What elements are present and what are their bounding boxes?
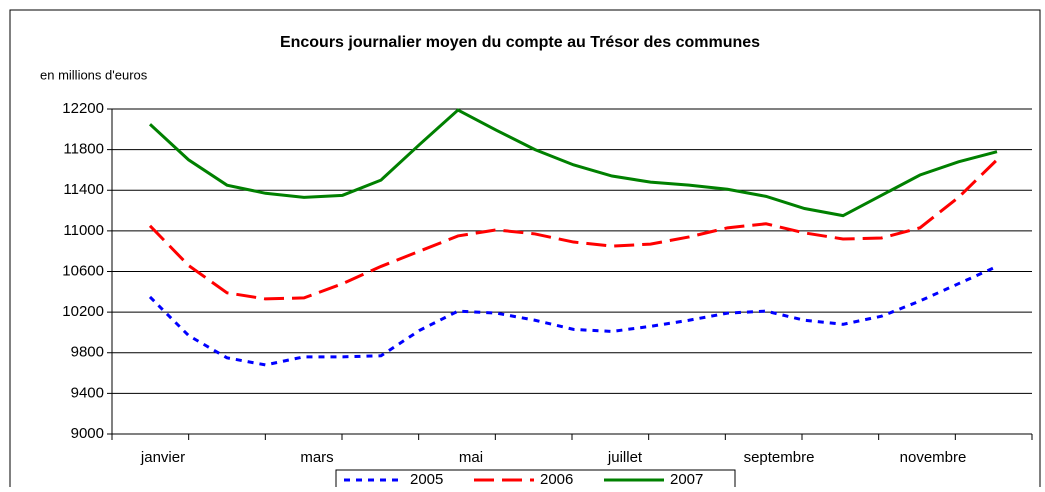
y-tick-label: 12200: [62, 100, 104, 117]
y-tick-label: 10600: [62, 262, 104, 279]
line-series: [148, 265, 998, 367]
y-tick-label: 11000: [63, 222, 104, 239]
x-tick-label: janvier: [140, 449, 185, 466]
legend-label: 2006: [540, 471, 573, 487]
y-tick-label: 10200: [62, 303, 104, 320]
x-tick-label: juillet: [607, 449, 643, 466]
y-tick-label: 9800: [71, 344, 104, 361]
y-tick-label: 9000: [71, 425, 104, 442]
line-series: [148, 158, 999, 301]
x-tick-label: novembre: [900, 449, 967, 466]
chart-frame: [9, 9, 1041, 492]
x-tick-label: mai: [459, 449, 483, 466]
y-tick-label: 9400: [71, 384, 104, 401]
y-tick-label: 11400: [63, 181, 104, 198]
line-series: [148, 108, 998, 218]
y-axis-label: en millions d'euros: [40, 67, 148, 82]
x-tick-label: mars: [300, 449, 333, 466]
legend-label: 2005: [410, 471, 443, 487]
x-tick-label: septembre: [744, 449, 815, 466]
legend-label: 2007: [670, 471, 703, 487]
chart-title: Encours journalier moyen du compte au Tr…: [280, 34, 760, 51]
y-tick-label: 11800: [63, 141, 104, 158]
